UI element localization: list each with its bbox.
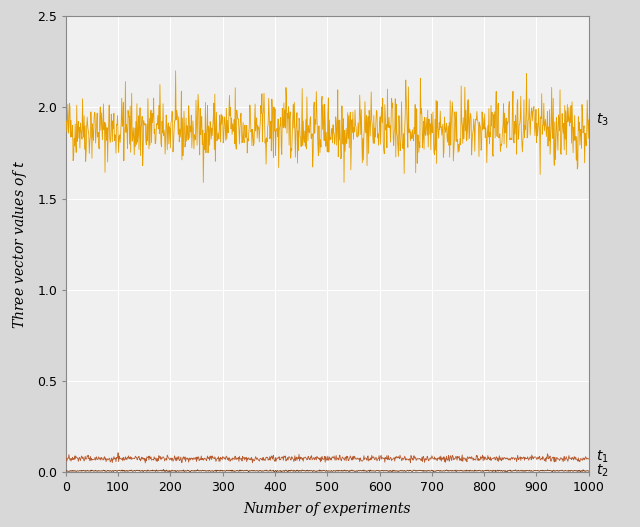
Y-axis label: Three vector values of $t$: Three vector values of $t$ xyxy=(11,160,29,329)
Text: $t_1$: $t_1$ xyxy=(596,449,609,465)
Text: $t_2$: $t_2$ xyxy=(596,463,609,479)
Text: $t_3$: $t_3$ xyxy=(596,112,609,128)
X-axis label: Number of experiments: Number of experiments xyxy=(244,502,411,516)
